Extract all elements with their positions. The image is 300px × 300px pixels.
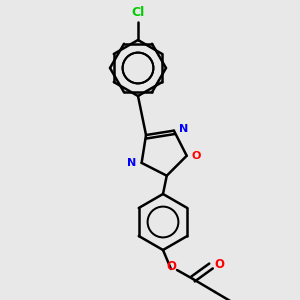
- Text: Cl: Cl: [131, 6, 145, 19]
- Text: O: O: [166, 260, 176, 272]
- Text: N: N: [179, 124, 188, 134]
- Text: N: N: [128, 158, 136, 168]
- Text: O: O: [214, 257, 224, 271]
- Text: O: O: [192, 151, 201, 161]
